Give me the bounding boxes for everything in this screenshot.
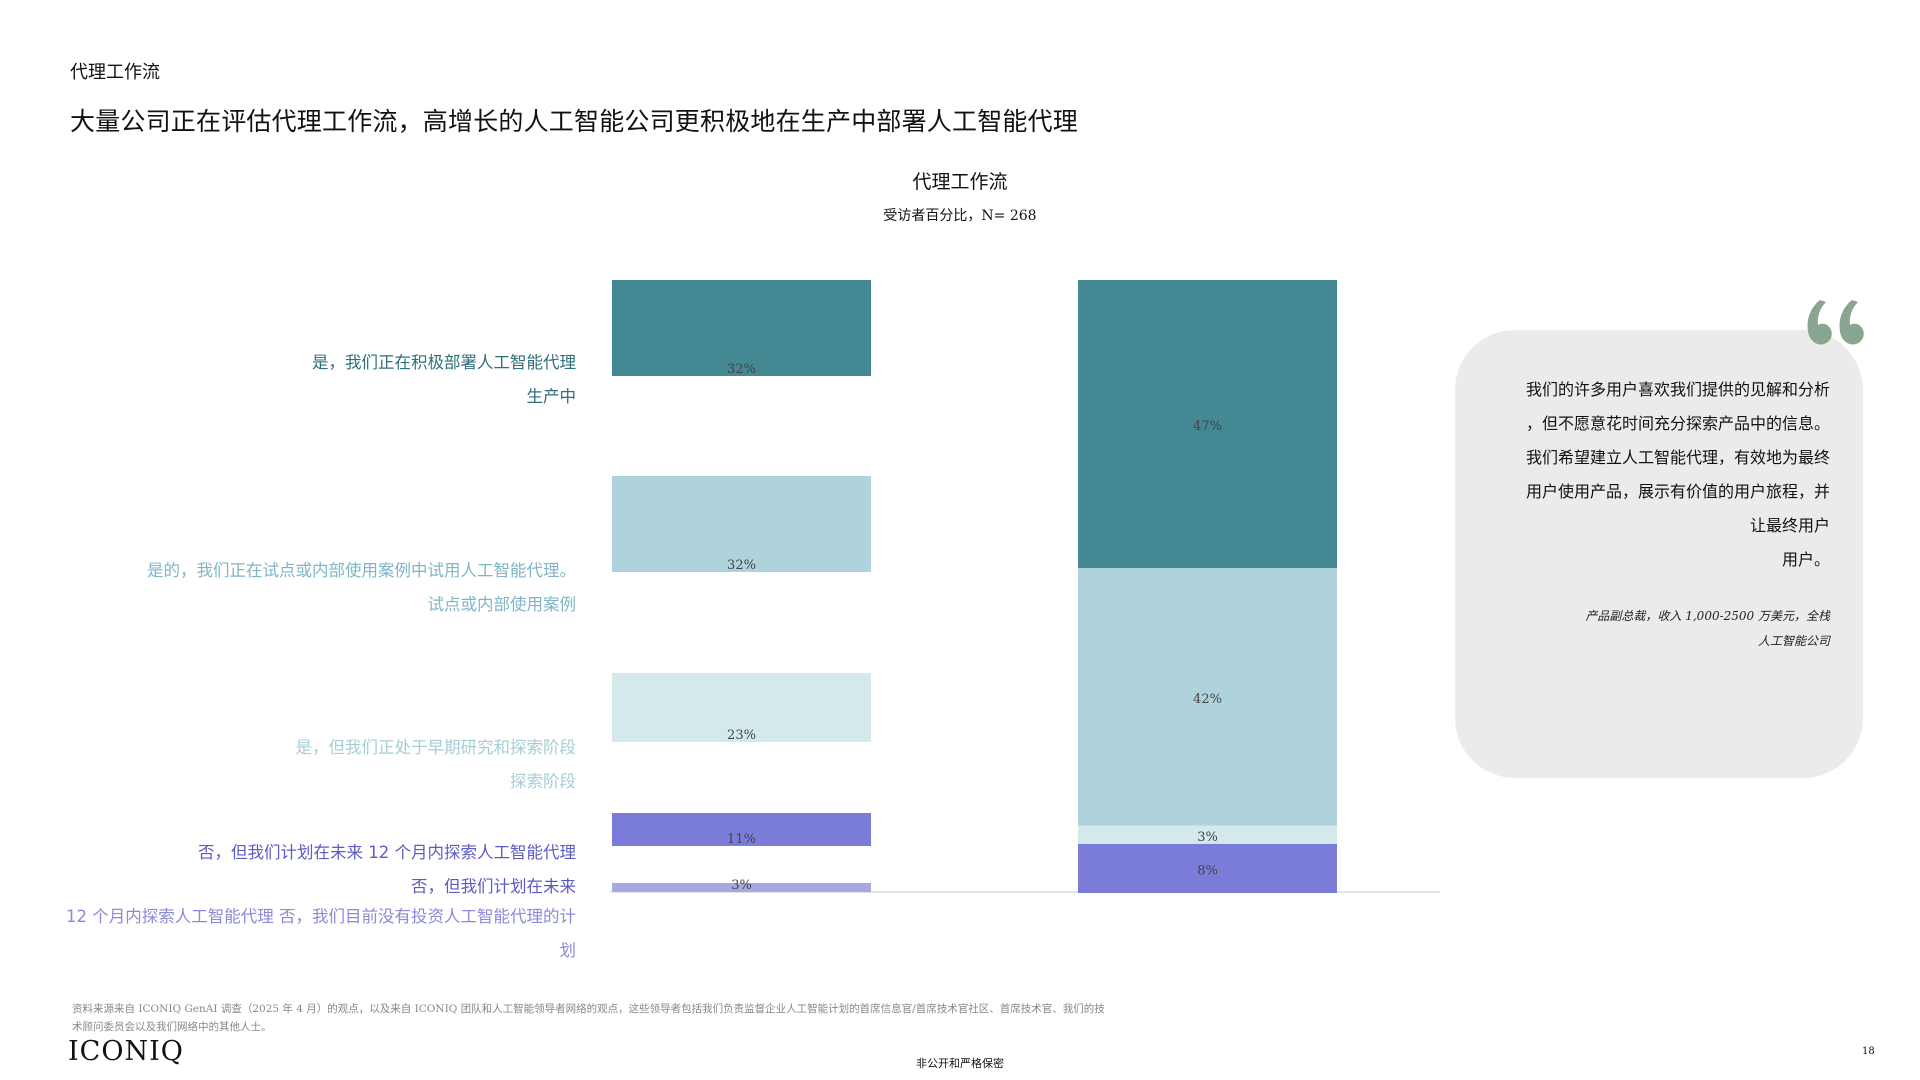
section-label: 代理工作流 [70, 62, 160, 83]
category-label-no-plan: 12 个月内探索人工智能代理 否，我们目前没有投资人工智能代理的计 划 [66, 900, 576, 968]
bar-segment [1078, 843, 1337, 893]
quote-line: 用户使用产品，展示有价值的用户旅程，并 [1525, 482, 1830, 501]
quote-attribution-line: 人工智能公司 [1757, 634, 1830, 648]
chart-subtitle: 受访者百分比，N= 268 [883, 208, 1037, 224]
page-number: 18 [1862, 1046, 1875, 1057]
data-label: 47% [1193, 419, 1222, 434]
bar-segment [1078, 568, 1337, 826]
quote-line: ，但不愿意花时间充分探索产品中的信息。 [1525, 414, 1830, 433]
quote-attribution: 产品副总裁，收入 1,000-2500 万美元，全栈 人工智能公司 [1486, 604, 1830, 654]
category-label-line: 探索阶段 [510, 772, 576, 791]
bar-segment [612, 476, 871, 572]
category-label-line: 是，我们正在积极部署人工智能代理 [312, 353, 576, 372]
category-label-line: 否，但我们计划在未来 12 个月内探索人工智能代理 [198, 843, 576, 862]
quote-text: 我们的许多用户喜欢我们提供的见解和分析 ，但不愿意花时间充分探索产品中的信息。 … [1486, 373, 1830, 577]
category-label-research: 是，但我们正处于早期研究和探索阶段 探索阶段 [296, 731, 577, 799]
bar-segment [1078, 280, 1337, 569]
quote-attribution-line: 产品副总裁，收入 1,000-2500 万美元，全栈 [1585, 609, 1830, 623]
data-label: 32% [727, 362, 756, 377]
footnote-line: 资料来源来自 ICONIQ GenAI 调查（2025 年 4 月）的观点，以及… [72, 1003, 1105, 1015]
category-label-line: 生产中 [526, 387, 577, 406]
chart-title: 代理工作流 [912, 171, 1008, 193]
iconiq-logo: ICONIQ [68, 1036, 184, 1067]
bar-segment [612, 280, 871, 376]
category-label-line: 划 [559, 941, 577, 960]
category-label-line: 是，但我们正处于早期研究和探索阶段 [295, 738, 577, 757]
data-label: 23% [727, 728, 756, 743]
bar-segment [1078, 825, 1337, 844]
category-label-pilot: 是的，我们正在试点或内部使用案例中试用人工智能代理。 试点或内部使用案例 [147, 554, 576, 622]
data-label: 3% [1197, 830, 1218, 845]
category-label-line: 12 个月内探索人工智能代理 否，我们目前没有投资人工智能代理的计 [66, 907, 576, 926]
data-label: 42% [1193, 692, 1222, 707]
confidentiality-notice: 非公开和严格保密 [916, 1057, 1004, 1070]
footnote-line: 术顾问委员会以及我们网络中的其他人士。 [72, 1021, 272, 1033]
category-label-line: 是的，我们正在试点或内部使用案例中试用人工智能代理。 [147, 561, 576, 580]
data-label: 8% [1197, 863, 1218, 878]
category-label-line: 试点或内部使用案例 [427, 595, 577, 614]
bar-segment [612, 883, 871, 892]
category-label-production: 是，我们正在积极部署人工智能代理 生产中 [312, 346, 576, 414]
data-label: 11% [727, 832, 756, 847]
source-footnote: 资料来源来自 ICONIQ GenAI 调查（2025 年 4 月）的观点，以及… [72, 1000, 1152, 1036]
quote-line: 我们的许多用户喜欢我们提供的见解和分析 [1525, 380, 1830, 399]
data-label: 32% [727, 558, 756, 573]
page-headline: 大量公司正在评估代理工作流，高增长的人工智能公司更积极地在生产中部署人工智能代理 [70, 107, 1079, 136]
category-label-plan-12-months: 否，但我们计划在未来 12 个月内探索人工智能代理 否，但我们计划在未来 [198, 836, 576, 904]
category-label-line: 否，但我们计划在未来 [411, 877, 576, 896]
quote-line: 用户。 [1781, 550, 1830, 569]
quote-mark-icon [1807, 300, 1864, 345]
bar-segment [612, 813, 871, 846]
quote-line: 让最终用户 [1749, 516, 1830, 535]
quote-card [1455, 330, 1863, 778]
data-label: 3% [731, 878, 752, 893]
bar-segment [612, 673, 871, 742]
quote-line: 我们希望建立人工智能代理，有效地为最终 [1525, 448, 1830, 467]
